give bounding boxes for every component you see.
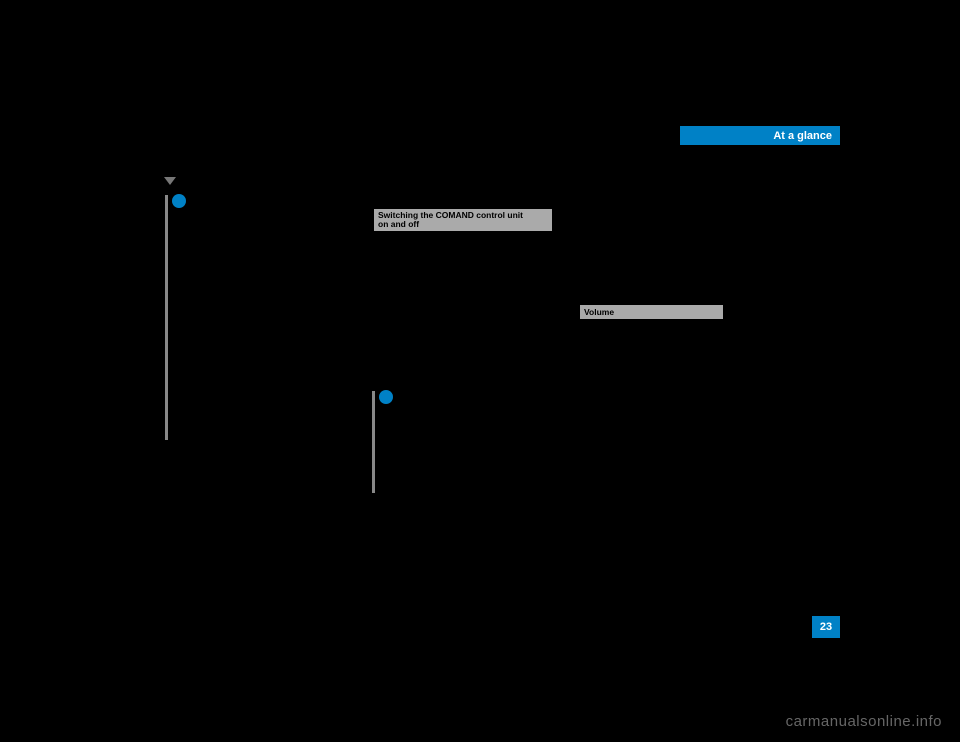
section-line2: on and off [378,220,419,229]
section-heading-switching: Switching the COMAND control unit on and… [374,209,552,231]
note-rule [372,391,375,493]
info-dot-icon [172,194,186,208]
chapter-title: At a glance [773,130,832,142]
manual-page: At a glance Switching the COMAND control… [120,100,840,700]
page-number: 23 [812,616,840,638]
section-heading-volume: Volume [580,305,723,319]
chevron-down-icon [164,177,176,185]
info-dot-icon [379,390,393,404]
note-rule [165,195,168,440]
section-title: Volume [584,307,614,317]
chapter-header: At a glance [680,126,840,145]
watermark: carmanualsonline.info [786,713,942,730]
page-number-text: 23 [820,621,832,633]
